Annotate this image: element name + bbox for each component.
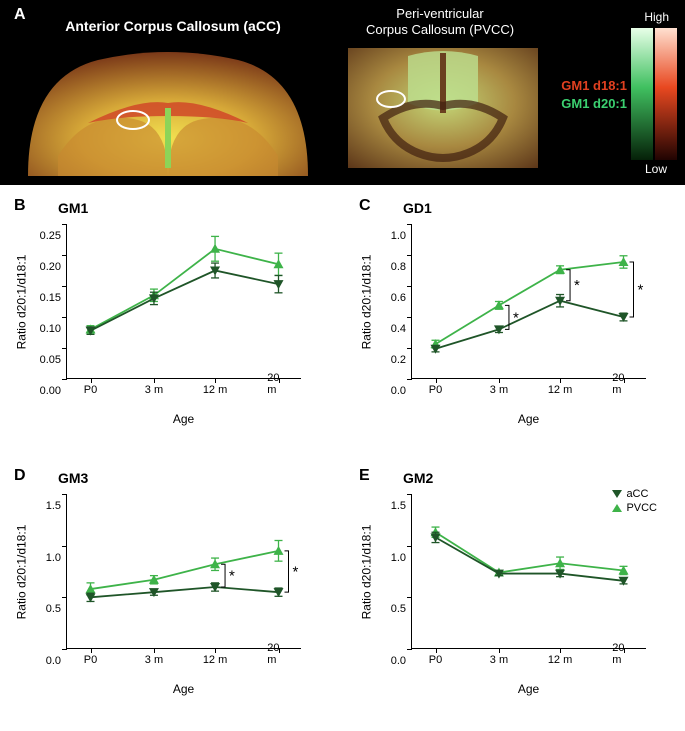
y-tick-label: 0.0 (372, 385, 406, 397)
svg-text:*: * (513, 309, 519, 326)
svg-text:*: * (574, 277, 580, 294)
y-tick-label: 0.5 (372, 603, 406, 615)
x-axis-label: Age (411, 412, 646, 426)
y-tick-label: 0.05 (27, 354, 61, 366)
y-tick-label: 0.20 (27, 261, 61, 273)
plot-area: 0.00.51.01.5P03 m12 m20 m** (66, 494, 301, 649)
y-tick-label: 0.0 (27, 655, 61, 667)
panel-label-e: E (359, 467, 370, 485)
svg-text:*: * (229, 568, 235, 585)
y-tick-label: 0.25 (27, 230, 61, 242)
x-tick-label: P0 (84, 384, 97, 396)
y-tick-label: 0.15 (27, 292, 61, 304)
chart-e: EGM2Ratio d20:1/d18:1Age0.00.51.01.5P03 … (355, 470, 665, 700)
svg-text:*: * (638, 281, 644, 298)
chart-svg (412, 494, 646, 648)
y-tick-label: 0.6 (372, 292, 406, 304)
chart-b: BGM1Ratio d20:1/d18:1Age0.000.050.100.15… (10, 200, 320, 430)
chart-d: D GM3 Ratio d20:1/d18:1 Age 0.0 0.5 1.0 1.5 P0 3 … (10, 470, 320, 700)
roi-ellipse-pvcc (376, 90, 406, 108)
plot-area: 0.000.050.100.150.200.25P03 m12 m20 m (66, 224, 301, 379)
y-tick-label: 1.5 (27, 500, 61, 512)
y-tick-label: 0.2 (372, 354, 406, 366)
x-axis-label: Age (66, 682, 301, 696)
legend-acc: aCC (626, 488, 648, 500)
panel-label-a: A (14, 6, 26, 24)
panel-a-container: A Anterior Corpus Callosum (aCC) Peri-ve… (0, 0, 685, 185)
x-tick-label: 12 m (203, 654, 227, 666)
svg-text:*: * (293, 564, 299, 581)
plot-area: 0.00.51.01.5P03 m12 m20 m (411, 494, 646, 649)
y-axis-label: Ratio d20:1/d18:1 (359, 224, 373, 379)
chart-legend: aCC PVCC (608, 488, 657, 516)
x-axis-label: Age (411, 682, 646, 696)
y-tick-label: 0.0 (372, 655, 406, 667)
y-tick-label: 1.0 (27, 552, 61, 564)
panel-label-c: C (359, 197, 371, 215)
y-axis-label: Ratio d20:1/d18:1 (14, 494, 28, 649)
y-tick-label: 0.5 (27, 603, 61, 615)
y-tick-label: 0.4 (372, 323, 406, 335)
y-tick-label: 0.10 (27, 323, 61, 335)
chart-title-c: GD1 (403, 200, 432, 216)
panel-label-b: B (14, 197, 26, 215)
region-title-pvcc-l2: Corpus Callosum (PVCC) (340, 22, 540, 37)
chart-title-b: GM1 (58, 200, 88, 216)
colorbar-low: Low (645, 162, 667, 176)
x-tick-label: 3 m (145, 654, 163, 666)
y-tick-label: 0.00 (27, 385, 61, 397)
x-tick-label: P0 (429, 384, 442, 396)
y-axis-label: Ratio d20:1/d18:1 (359, 494, 373, 649)
plot-area: 0.00.20.40.60.81.0P03 m12 m20 m*** (411, 224, 646, 379)
x-tick-label: 3 m (145, 384, 163, 396)
chart-title-e: GM2 (403, 470, 433, 486)
y-tick-label: 1.0 (372, 230, 406, 242)
colorbar-green (631, 28, 653, 160)
legend-gm1-d20: GM1 d20:1 (561, 96, 627, 111)
x-tick-label: 12 m (203, 384, 227, 396)
chart-svg (67, 224, 301, 378)
region-title-acc: Anterior Corpus Callosum (aCC) (38, 18, 308, 34)
colorbar-high: High (644, 10, 669, 24)
chart-title-d: GM3 (58, 470, 88, 486)
brain-image-pvcc (348, 48, 538, 168)
roi-ellipse-acc (116, 110, 150, 130)
panel-label-d: D (14, 467, 26, 485)
x-tick-label: 12 m (548, 654, 572, 666)
region-title-pvcc-l1: Peri-ventricular (340, 6, 540, 21)
y-axis-label: Ratio d20:1/d18:1 (14, 224, 28, 379)
x-tick-label: 3 m (490, 654, 508, 666)
colorbar-red (655, 28, 677, 160)
legend-gm1-d18: GM1 d18:1 (561, 78, 627, 93)
x-axis-label: Age (66, 412, 301, 426)
y-tick-label: 0.8 (372, 261, 406, 273)
x-tick-label: P0 (429, 654, 442, 666)
legend-pvcc: PVCC (626, 502, 657, 514)
x-tick-label: P0 (84, 654, 97, 666)
y-tick-label: 1.0 (372, 552, 406, 564)
x-tick-label: 3 m (490, 384, 508, 396)
chart-svg: ** (67, 494, 301, 648)
chart-c: C GD1 Ratio d20:1/d18:1 Age 0.0 0.2 0.4 0.6 0.8 1… (355, 200, 665, 430)
chart-svg: * * * (412, 224, 646, 378)
brain-image-acc (18, 48, 318, 176)
x-tick-label: 12 m (548, 384, 572, 396)
y-tick-label: 1.5 (372, 500, 406, 512)
